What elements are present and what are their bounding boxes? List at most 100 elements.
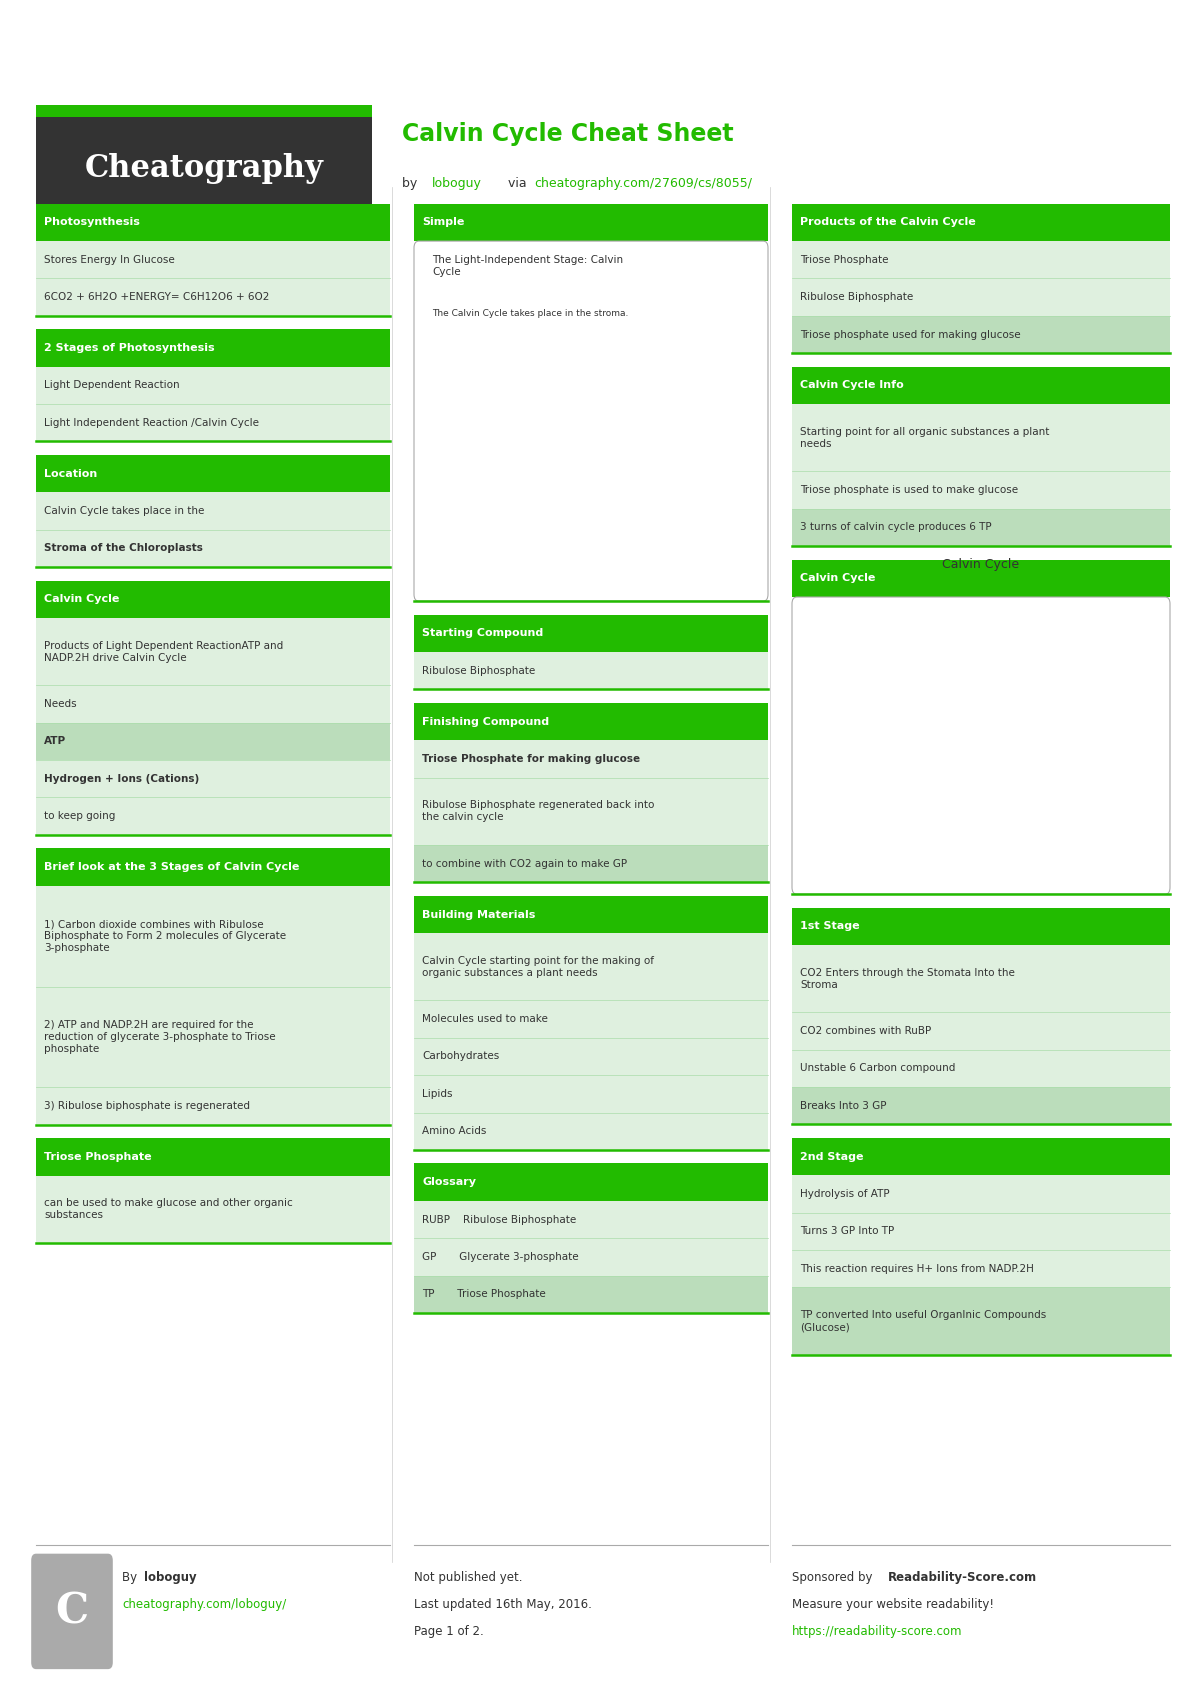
- Text: Light Dependent Reaction: Light Dependent Reaction: [44, 380, 180, 391]
- Text: Calvin Cycle takes place in the: Calvin Cycle takes place in the: [44, 506, 205, 516]
- Text: 6CO2 + 6H2O +ENERGY= C6H12O6 + 6O2: 6CO2 + 6H2O +ENERGY= C6H12O6 + 6O2: [44, 292, 270, 302]
- Text: Stroma of the Chloroplasts: Stroma of the Chloroplasts: [44, 543, 203, 554]
- Text: Calvin Cycle starting point for the making of
organic substances a plant needs: Calvin Cycle starting point for the maki…: [422, 956, 654, 978]
- FancyBboxPatch shape: [792, 1175, 1170, 1212]
- Text: loboguy: loboguy: [144, 1571, 197, 1584]
- Text: Lipids: Lipids: [422, 1088, 452, 1099]
- FancyBboxPatch shape: [36, 367, 390, 404]
- Text: ATP: ATP: [44, 737, 66, 747]
- Text: cheatography.com/27609/cs/8055/: cheatography.com/27609/cs/8055/: [534, 177, 752, 190]
- FancyBboxPatch shape: [36, 329, 390, 367]
- Text: 3) Ribulose biphosphate is regenerated: 3) Ribulose biphosphate is regenerated: [44, 1100, 251, 1110]
- Text: By: By: [122, 1571, 142, 1584]
- Text: 3 turns of calvin cycle produces 6 TP: 3 turns of calvin cycle produces 6 TP: [800, 523, 992, 533]
- Text: Glossary: Glossary: [422, 1177, 476, 1187]
- FancyBboxPatch shape: [414, 1112, 768, 1150]
- Text: TP       Triose Phosphate: TP Triose Phosphate: [422, 1289, 546, 1299]
- FancyBboxPatch shape: [792, 560, 1170, 598]
- Text: Products of Light Dependent ReactionATP and
NADP.2H drive Calvin Cycle: Products of Light Dependent ReactionATP …: [44, 640, 283, 662]
- FancyBboxPatch shape: [36, 530, 390, 567]
- Text: loboguy: loboguy: [432, 177, 482, 190]
- Text: GP       Glycerate 3-phosphate: GP Glycerate 3-phosphate: [422, 1251, 580, 1262]
- Text: via: via: [504, 177, 530, 190]
- Text: Hydrolysis of ATP: Hydrolysis of ATP: [800, 1189, 890, 1199]
- FancyBboxPatch shape: [414, 740, 768, 778]
- FancyBboxPatch shape: [414, 204, 768, 241]
- FancyBboxPatch shape: [792, 367, 1170, 404]
- Text: The Calvin Cycle takes place in the stroma.: The Calvin Cycle takes place in the stro…: [432, 309, 629, 318]
- Text: 2nd Stage: 2nd Stage: [800, 1151, 864, 1161]
- Text: TP converted Into useful OrganInic Compounds
(Glucose): TP converted Into useful OrganInic Compo…: [800, 1311, 1046, 1331]
- Text: Light Independent Reaction /Calvin Cycle: Light Independent Reaction /Calvin Cycle: [44, 418, 259, 428]
- Text: Calvin Cycle Cheat Sheet: Calvin Cycle Cheat Sheet: [402, 122, 733, 146]
- Text: The Light-Independent Stage: Calvin
Cycle: The Light-Independent Stage: Calvin Cycl…: [432, 255, 623, 277]
- Text: Ribulose Biphosphate: Ribulose Biphosphate: [422, 666, 535, 676]
- FancyBboxPatch shape: [792, 1012, 1170, 1049]
- FancyBboxPatch shape: [414, 1163, 768, 1200]
- Text: C: C: [55, 1591, 89, 1632]
- FancyBboxPatch shape: [414, 652, 768, 689]
- Text: Starting point for all organic substances a plant
needs: Starting point for all organic substance…: [800, 426, 1050, 448]
- FancyBboxPatch shape: [792, 316, 1170, 353]
- FancyBboxPatch shape: [36, 618, 390, 686]
- Text: Amino Acids: Amino Acids: [422, 1126, 487, 1136]
- Text: Ribulose Biphosphate regenerated back into
the calvin cycle: Ribulose Biphosphate regenerated back in…: [422, 800, 655, 822]
- FancyBboxPatch shape: [792, 1049, 1170, 1087]
- Text: Cheatography: Cheatography: [84, 153, 324, 185]
- Text: Measure your website readability!: Measure your website readability!: [792, 1598, 994, 1611]
- FancyBboxPatch shape: [414, 1275, 768, 1313]
- FancyBboxPatch shape: [36, 404, 390, 441]
- FancyBboxPatch shape: [414, 241, 768, 601]
- Text: Triose Phosphate: Triose Phosphate: [800, 255, 889, 265]
- Text: Products of the Calvin Cycle: Products of the Calvin Cycle: [800, 217, 976, 228]
- Text: CO2 Enters through the Stomata Into the
Stroma: CO2 Enters through the Stomata Into the …: [800, 968, 1015, 990]
- Text: Building Materials: Building Materials: [422, 910, 535, 920]
- FancyBboxPatch shape: [414, 934, 768, 1000]
- Text: Page 1 of 2.: Page 1 of 2.: [414, 1625, 484, 1639]
- Text: Sponsored by: Sponsored by: [792, 1571, 876, 1584]
- Text: Hydrogen + Ions (Cations): Hydrogen + Ions (Cations): [44, 774, 199, 784]
- Text: Unstable 6 Carbon compound: Unstable 6 Carbon compound: [800, 1063, 955, 1073]
- Text: https://readability-score.com: https://readability-score.com: [792, 1625, 962, 1639]
- Text: Calvin Cycle: Calvin Cycle: [800, 574, 876, 584]
- Text: Calvin Cycle: Calvin Cycle: [44, 594, 120, 604]
- FancyBboxPatch shape: [414, 846, 768, 883]
- FancyBboxPatch shape: [414, 1000, 768, 1037]
- Text: to keep going: to keep going: [44, 812, 115, 822]
- Text: 1st Stage: 1st Stage: [800, 922, 860, 932]
- FancyBboxPatch shape: [36, 987, 390, 1087]
- Text: Not published yet.: Not published yet.: [414, 1571, 522, 1584]
- Text: Breaks Into 3 GP: Breaks Into 3 GP: [800, 1100, 887, 1110]
- FancyBboxPatch shape: [414, 1037, 768, 1075]
- FancyBboxPatch shape: [36, 886, 390, 987]
- FancyBboxPatch shape: [36, 761, 390, 798]
- Text: 1) Carbon dioxide combines with Ribulose
Biphosphate to Form 2 molecules of Glyc: 1) Carbon dioxide combines with Ribulose…: [44, 919, 287, 953]
- FancyBboxPatch shape: [414, 897, 768, 934]
- FancyBboxPatch shape: [792, 1287, 1170, 1355]
- FancyBboxPatch shape: [792, 278, 1170, 316]
- Text: Carbohydrates: Carbohydrates: [422, 1051, 499, 1061]
- FancyBboxPatch shape: [792, 241, 1170, 278]
- FancyBboxPatch shape: [36, 686, 390, 723]
- Text: cheatography.com/loboguy/: cheatography.com/loboguy/: [122, 1598, 287, 1611]
- FancyBboxPatch shape: [36, 278, 390, 316]
- Text: Location: Location: [44, 469, 97, 479]
- Text: 2 Stages of Photosynthesis: 2 Stages of Photosynthesis: [44, 343, 215, 353]
- FancyBboxPatch shape: [792, 1212, 1170, 1250]
- Text: to combine with CO2 again to make GP: to combine with CO2 again to make GP: [422, 859, 628, 869]
- Text: Molecules used to make: Molecules used to make: [422, 1014, 548, 1024]
- FancyBboxPatch shape: [414, 1200, 768, 1238]
- Text: Triose Phosphate for making glucose: Triose Phosphate for making glucose: [422, 754, 641, 764]
- Text: Triose phosphate is used to make glucose: Triose phosphate is used to make glucose: [800, 486, 1019, 496]
- Text: RUBP    Ribulose Biphosphate: RUBP Ribulose Biphosphate: [422, 1214, 577, 1224]
- FancyBboxPatch shape: [36, 581, 390, 618]
- FancyBboxPatch shape: [792, 1087, 1170, 1124]
- FancyBboxPatch shape: [792, 1138, 1170, 1175]
- FancyBboxPatch shape: [792, 204, 1170, 241]
- Text: Readability-Score.com: Readability-Score.com: [888, 1571, 1037, 1584]
- FancyBboxPatch shape: [414, 778, 768, 846]
- Text: Brief look at the 3 Stages of Calvin Cycle: Brief look at the 3 Stages of Calvin Cyc…: [44, 863, 300, 873]
- Text: This reaction requires H+ Ions from NADP.2H: This reaction requires H+ Ions from NADP…: [800, 1263, 1034, 1274]
- FancyBboxPatch shape: [36, 455, 390, 492]
- FancyBboxPatch shape: [36, 849, 390, 886]
